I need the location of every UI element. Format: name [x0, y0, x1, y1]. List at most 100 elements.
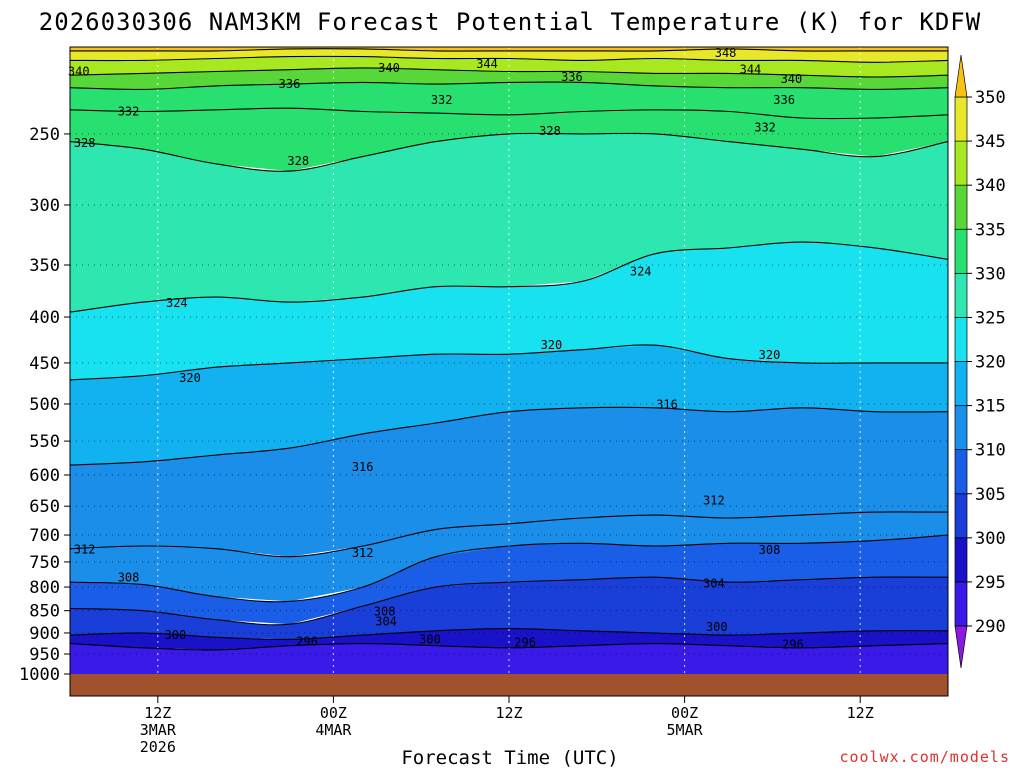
colorbar-label-305: 305: [975, 485, 1006, 505]
contour-348: [70, 48, 948, 52]
theta-band-336: [70, 82, 948, 118]
contour-304: [70, 576, 948, 626]
colorbar-segment-345: [954, 96, 968, 142]
colorbar-segment-340: [954, 140, 968, 186]
colorbar-segment-335: [954, 184, 968, 230]
colorbar-segment-300: [954, 493, 968, 539]
y-tick-label-1000: 1000: [19, 665, 60, 685]
contour-label-328: 328: [74, 136, 96, 150]
contour-label-316: 316: [352, 460, 374, 474]
colorbar-segment-325: [954, 272, 968, 318]
contour-label-340: 340: [68, 65, 90, 79]
contour-label-324: 324: [166, 296, 188, 310]
contour-336: [70, 81, 948, 90]
contour-label-332: 332: [431, 93, 453, 107]
contour-label-340: 340: [378, 61, 400, 75]
contour-label-296: 296: [782, 637, 804, 651]
colorbar-segment-295: [954, 537, 968, 583]
theta-band-304: [70, 577, 948, 640]
x-tick-label: 4MAR: [315, 721, 352, 739]
contour-340: [70, 67, 948, 78]
contour-label-312: 312: [74, 542, 96, 556]
contour-label-320: 320: [541, 338, 563, 352]
theta-band-300: [70, 628, 948, 650]
colorbar-segment-290: [954, 581, 968, 627]
contour-label-304: 304: [703, 577, 725, 591]
colorbar-segment-320: [954, 317, 968, 362]
colorbar-label-325: 325: [975, 308, 1006, 328]
y-tick-label-650: 650: [29, 497, 60, 517]
theta-band-316: [70, 407, 948, 557]
contour-label-308: 308: [118, 571, 140, 585]
y-tick-label-250: 250: [29, 125, 60, 145]
x-tick-label: 12Z: [495, 704, 522, 722]
y-tick-label-450: 450: [29, 354, 60, 374]
colorbar-label-320: 320: [975, 353, 1006, 373]
contour-label-348: 348: [715, 46, 737, 60]
contour-label-312: 312: [352, 546, 374, 560]
y-tick-label-600: 600: [29, 466, 60, 486]
dotted-grid: [70, 47, 948, 674]
x-axis-label: Forecast Time (UTC): [401, 747, 618, 768]
colorbar-segment-310: [954, 405, 968, 451]
colorbar-label-350: 350: [975, 88, 1006, 108]
y-tick-label-700: 700: [29, 526, 60, 546]
colorbar-label-335: 335: [975, 220, 1006, 240]
colorbar-segment-330: [954, 228, 968, 274]
contour-label-344: 344: [476, 57, 498, 71]
colorbar-label-310: 310: [975, 441, 1006, 461]
contour-320: [70, 344, 948, 381]
colorbar-label-300: 300: [975, 529, 1006, 549]
y-tick-label-850: 850: [29, 602, 60, 622]
contour-label-336: 336: [561, 70, 583, 84]
contour-296: [70, 643, 948, 651]
x-tick-label: 00Z: [671, 704, 698, 722]
contour-label-296: 296: [296, 635, 318, 649]
y-tick-label-950: 950: [29, 645, 60, 665]
contour-332: [70, 107, 948, 120]
contour-label-320: 320: [179, 371, 201, 385]
colorbar: 290 295 300 305 310 315 320 325 330 335 340 345 350: [954, 54, 1006, 669]
colorbar-top-arrow: [954, 54, 968, 98]
y-tick-label-550: 550: [29, 432, 60, 452]
contour-324: [70, 241, 948, 313]
contour-label-300: 300: [419, 632, 441, 646]
y-tick-label-500: 500: [29, 395, 60, 415]
y-tick-label-800: 800: [29, 578, 60, 598]
theta-band-312: [70, 511, 948, 602]
contour-308: [70, 534, 948, 603]
contour-label-312: 312: [703, 494, 725, 508]
credit-text: coolwx.com/models: [839, 748, 1010, 766]
colorbar-label-345: 345: [975, 132, 1006, 152]
x-tick-label: 00Z: [320, 704, 347, 722]
theta-band-296: [70, 643, 948, 674]
colorbar-segment-305: [954, 449, 968, 495]
colorbar-label-330: 330: [975, 264, 1006, 284]
contour-312: [70, 511, 948, 558]
contour-label-316: 316: [656, 398, 678, 412]
y-tick-label-300: 300: [29, 196, 60, 216]
theta-band-332: [70, 108, 948, 172]
colorbar-bottom-arrow: [954, 625, 968, 669]
contour-label-300: 300: [706, 620, 728, 634]
contour-label-324: 324: [630, 265, 652, 279]
contour-lines: [70, 48, 948, 651]
contour-label-308: 308: [759, 543, 781, 557]
contour-label-340: 340: [781, 72, 803, 86]
colorbar-label-295: 295: [975, 573, 1006, 593]
contour-label-308: 308: [374, 605, 396, 619]
y-tick-label-900: 900: [29, 624, 60, 644]
contour-label-336: 336: [773, 93, 795, 107]
x-tick-label: 12Z: [144, 704, 171, 722]
x-tick-label: 2026: [140, 738, 176, 756]
colorbar-label-340: 340: [975, 176, 1006, 196]
colorbar-segment-315: [954, 361, 968, 406]
y-tick-label-750: 750: [29, 553, 60, 573]
contour-label-336: 336: [279, 77, 301, 91]
x-tick-label: 12Z: [847, 704, 874, 722]
contour-344: [70, 55, 948, 63]
theta-band-348: [70, 48, 948, 63]
theta-band-320: [70, 344, 948, 466]
